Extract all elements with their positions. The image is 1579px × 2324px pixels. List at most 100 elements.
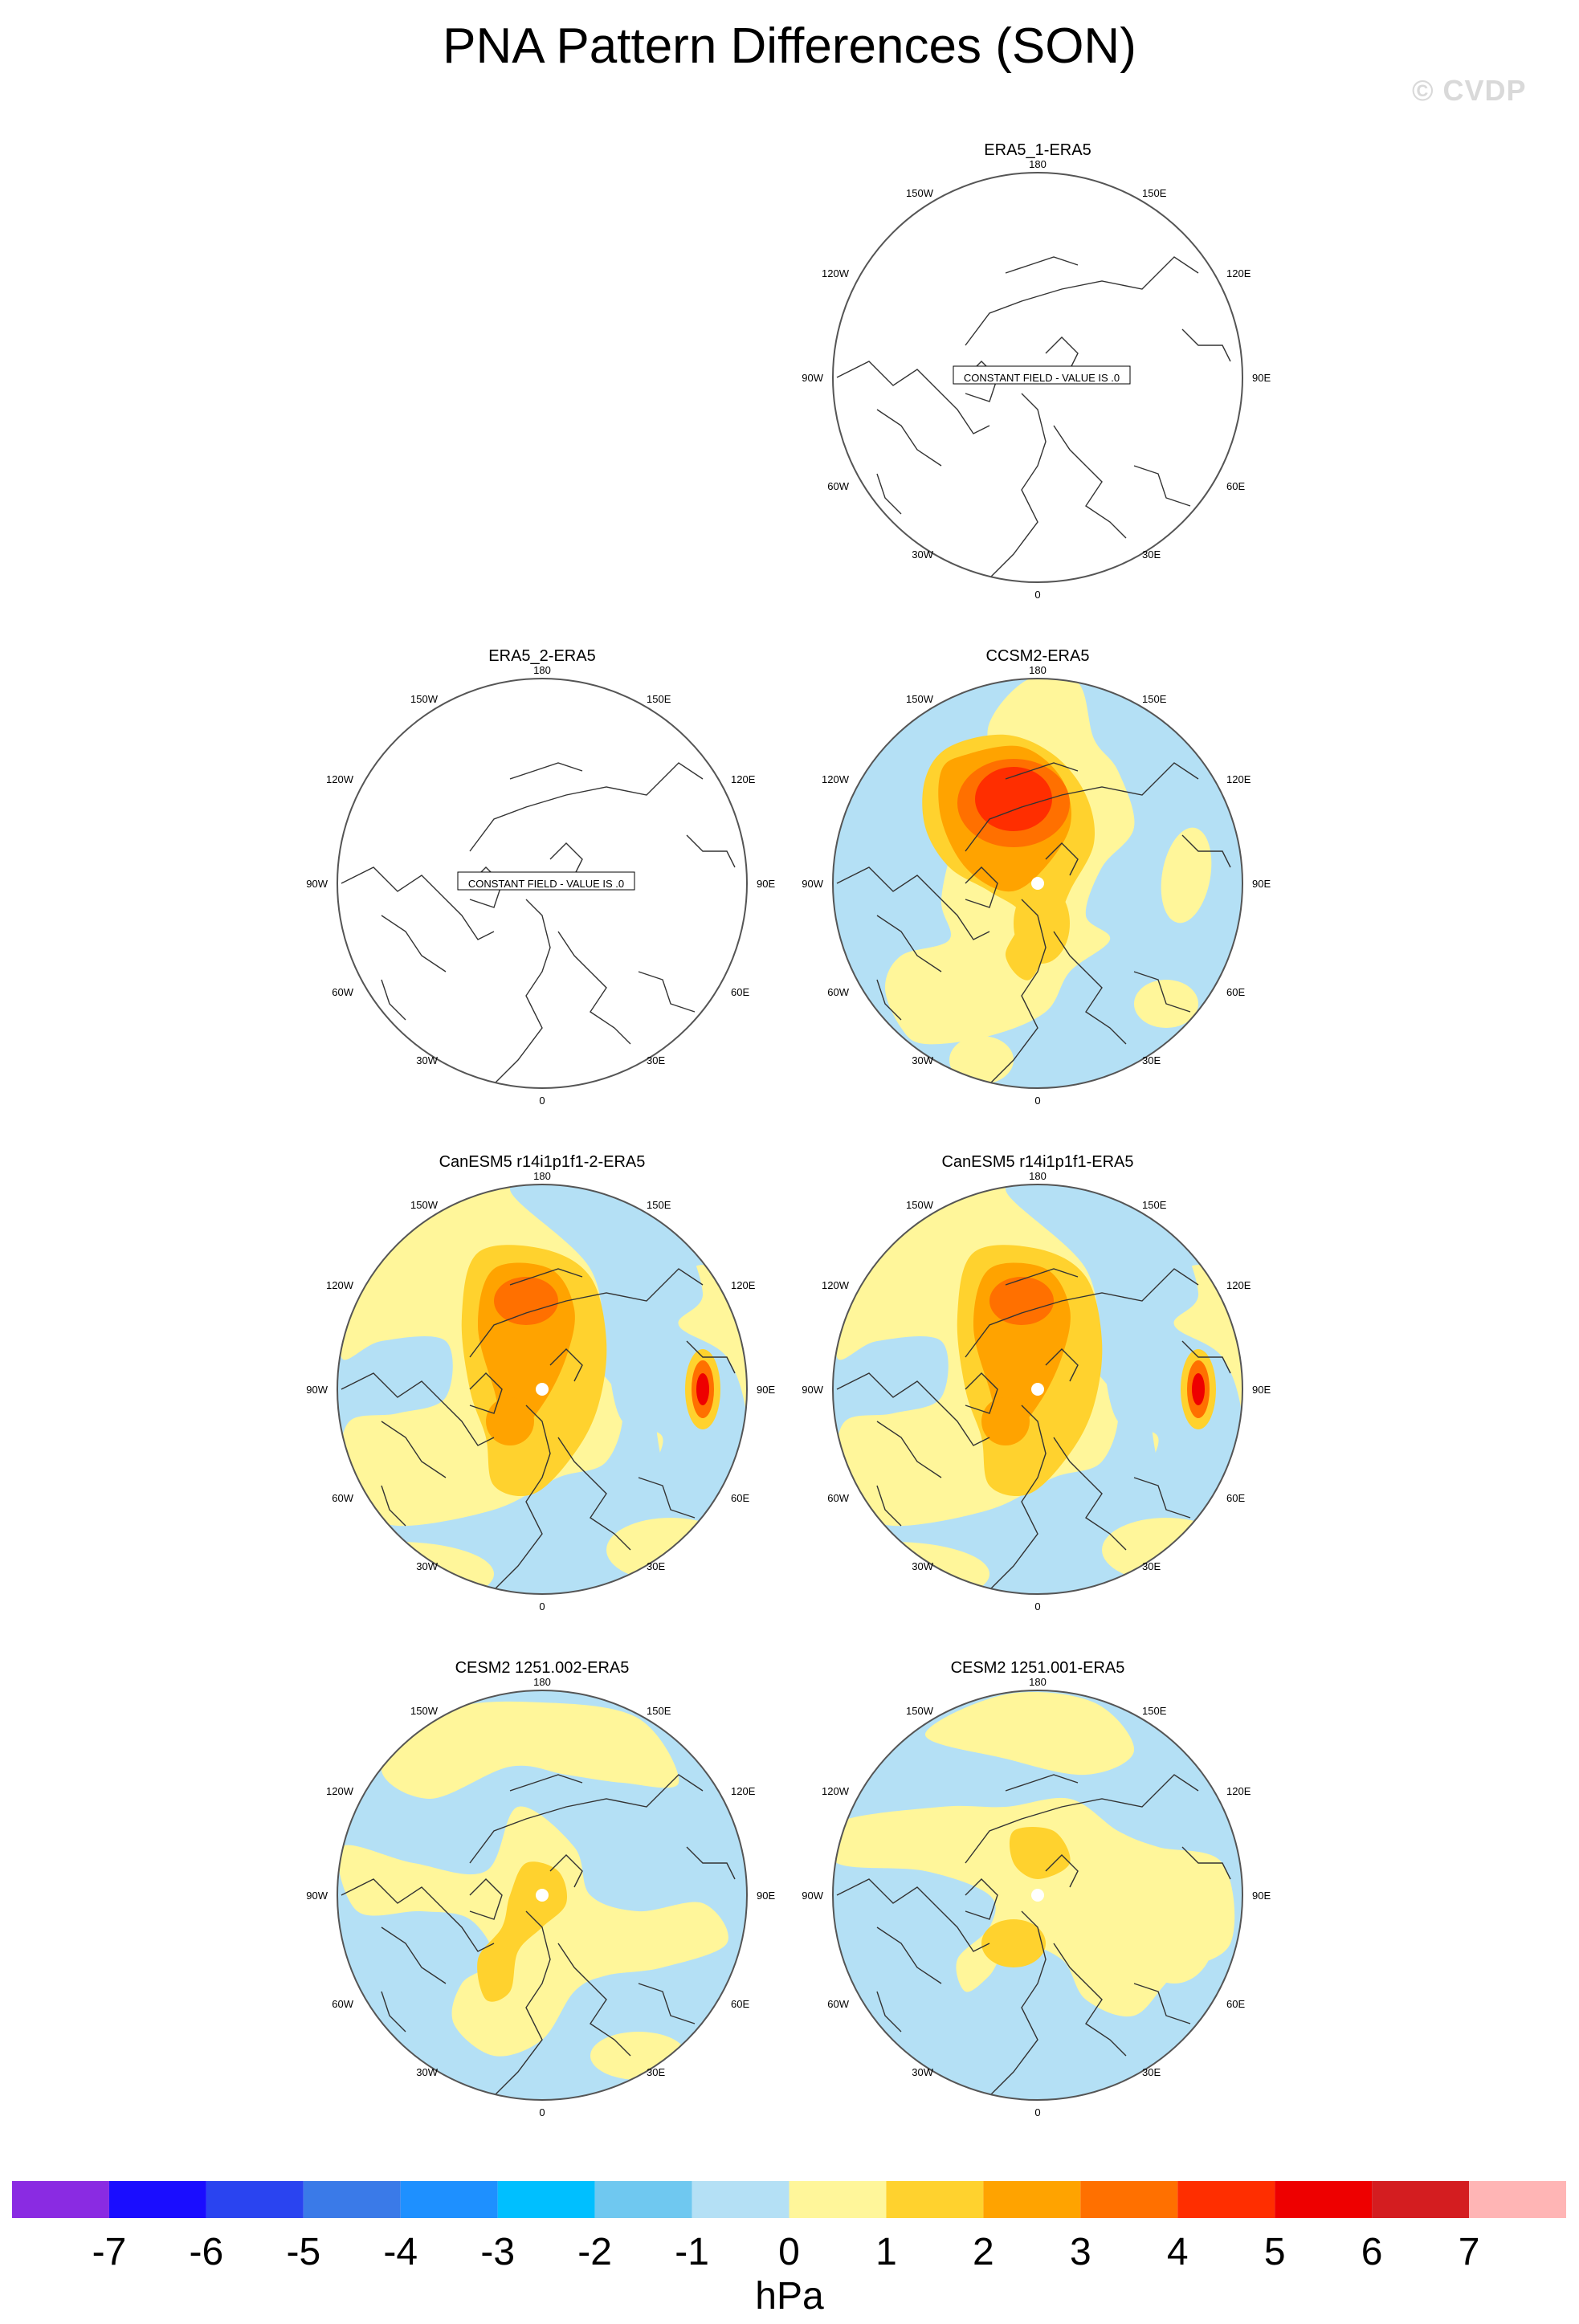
lon-label-lr_inner: 60E [1226, 1492, 1245, 1504]
lon-label-ur_inner: 120E [1226, 1785, 1251, 1797]
lon-label-bottom: 0 [1034, 589, 1040, 601]
colorbar-swatch [1275, 2181, 1373, 2218]
lon-label-lr_outer: 30E [1142, 1560, 1161, 1572]
panel-title: CESM2 1251.002-ERA5 [455, 1659, 630, 1677]
lon-label-ll_outer: 30W [912, 1054, 933, 1066]
lon-label-top: 180 [1029, 664, 1047, 676]
lon-label-ll_outer: 30W [912, 2066, 933, 2078]
pole-dot [1031, 877, 1044, 890]
lon-label-top: 180 [1029, 1676, 1047, 1688]
lon-label-ur_inner: 120E [731, 1279, 756, 1291]
lon-label-lr_inner: 60E [1226, 1998, 1245, 2010]
lon-label-lr_inner: 60E [1226, 986, 1245, 998]
colorbar-tick-label: 0 [778, 2231, 800, 2273]
lon-label-ur_inner: 120E [1226, 1279, 1251, 1291]
lon-label-lr_outer: 30E [647, 2066, 665, 2078]
lon-label-left: 90W [802, 1384, 823, 1396]
lon-label-ul_outer: 150W [906, 1705, 934, 1717]
lon-label-bottom: 0 [539, 1095, 545, 1107]
colorbar-swatch [497, 2181, 595, 2218]
lon-label-bottom: 0 [539, 2106, 545, 2118]
colorbar-swatch [983, 2181, 1081, 2218]
lon-label-lr_outer: 30E [1142, 1054, 1161, 1066]
lon-label-ll_outer: 30W [912, 1560, 933, 1572]
lon-label-ll_outer: 30W [416, 2066, 438, 2078]
colorbar-swatch [692, 2181, 790, 2218]
watermark: © CVDP [1412, 74, 1527, 107]
lon-label-ll_outer: 30W [912, 548, 933, 561]
lon-label-bottom: 0 [1034, 2106, 1040, 2118]
constant-field-box [457, 871, 635, 891]
colorbar-tick-label: 5 [1264, 2231, 1286, 2273]
lon-label-left: 90W [802, 1890, 823, 1902]
colorbar-tick-label: -6 [190, 2231, 224, 2273]
colorbar-tick-label: -4 [383, 2231, 418, 2273]
lon-label-ll_inner: 60W [332, 1492, 353, 1504]
colorbar-swatch [1372, 2181, 1470, 2218]
lon-label-lr_outer: 30E [647, 1560, 665, 1572]
lon-label-lr_outer: 30E [1142, 2066, 1161, 2078]
lon-label-top: 180 [533, 1676, 551, 1688]
lon-label-ul_inner: 120W [822, 267, 850, 279]
lon-label-ur_outer: 150E [1142, 1705, 1167, 1717]
lon-label-right: 90E [757, 1384, 775, 1396]
map-border [337, 678, 748, 1089]
lon-label-ll_outer: 30W [416, 1054, 438, 1066]
colorbar-swatch [789, 2181, 887, 2218]
map-border [337, 1690, 748, 2101]
lon-label-bottom: 0 [1034, 1600, 1040, 1613]
colorbar-swatch [206, 2181, 304, 2218]
colorbar-tick-label: 4 [1167, 2231, 1189, 2273]
map-border [832, 1184, 1243, 1595]
lon-label-top: 180 [533, 1170, 551, 1182]
lon-label-right: 90E [1252, 878, 1271, 890]
lon-label-left: 90W [802, 878, 823, 890]
colorbar-swatch [400, 2181, 498, 2218]
colorbar-tick-label: -1 [675, 2231, 709, 2273]
constant-field-label: CONSTANT FIELD - VALUE IS .0 [964, 372, 1120, 384]
lon-label-right: 90E [1252, 1890, 1271, 1902]
panel-title: CanESM5 r14i1p1f1-ERA5 [941, 1153, 1133, 1171]
lon-label-ul_outer: 150W [906, 1199, 934, 1211]
lon-label-ur_inner: 120E [731, 1785, 756, 1797]
lon-label-ul_outer: 150W [906, 693, 934, 705]
colorbar-swatch [1080, 2181, 1178, 2218]
colorbar-tick-label: -7 [92, 2231, 127, 2273]
lon-label-lr_outer: 30E [1142, 548, 1161, 561]
colorbar-swatch [1469, 2181, 1566, 2218]
lon-label-ul_inner: 120W [326, 1279, 354, 1291]
lon-label-lr_inner: 60E [731, 1998, 749, 2010]
lon-label-bottom: 0 [539, 1600, 545, 1613]
panel-title: CESM2 1251.001-ERA5 [951, 1659, 1125, 1677]
map-border [832, 1690, 1243, 2101]
panel-title: ERA5_1-ERA5 [984, 141, 1091, 159]
lon-label-left: 90W [802, 372, 823, 384]
lon-label-left: 90W [306, 1890, 328, 1902]
lon-label-ur_outer: 150E [647, 693, 671, 705]
lon-label-ul_inner: 120W [822, 1785, 850, 1797]
lon-label-ll_inner: 60W [827, 480, 849, 492]
colorbar-swatch [303, 2181, 401, 2218]
colorbar-swatch [594, 2181, 692, 2218]
lon-label-ul_inner: 120W [822, 773, 850, 785]
lon-label-lr_inner: 60E [731, 986, 749, 998]
lon-label-left: 90W [306, 1384, 328, 1396]
colorbar-tick-label: 6 [1361, 2231, 1383, 2273]
colorbar-tick-label: 3 [1070, 2231, 1091, 2273]
lon-label-ur_inner: 120E [1226, 773, 1251, 785]
panel-title: CCSM2-ERA5 [986, 647, 1090, 665]
colorbar-tick-label: 1 [875, 2231, 897, 2273]
map-border [832, 172, 1243, 583]
lon-label-ur_inner: 120E [1226, 267, 1251, 279]
map-border [832, 678, 1243, 1089]
lon-label-bottom: 0 [1034, 1095, 1040, 1107]
panel-title: CanESM5 r14i1p1f1-2-ERA5 [439, 1153, 646, 1171]
colorbar-swatch [886, 2181, 984, 2218]
lon-label-ur_outer: 150E [647, 1705, 671, 1717]
lon-label-ur_outer: 150E [1142, 1199, 1167, 1211]
map-border [337, 1184, 748, 1595]
lon-label-ll_inner: 60W [827, 1492, 849, 1504]
